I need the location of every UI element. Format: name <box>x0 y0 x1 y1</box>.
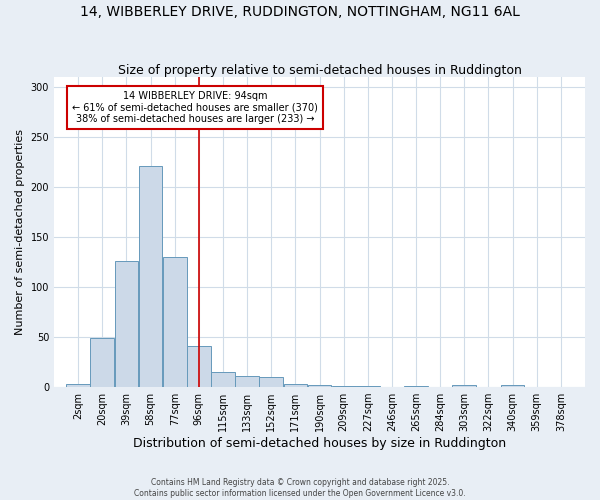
Bar <box>211 372 235 387</box>
Bar <box>187 346 211 387</box>
Y-axis label: Number of semi-detached properties: Number of semi-detached properties <box>15 129 25 335</box>
Bar <box>91 338 114 387</box>
Bar <box>404 386 428 387</box>
Bar <box>501 385 524 387</box>
Bar <box>66 384 90 387</box>
Bar <box>115 261 139 387</box>
X-axis label: Distribution of semi-detached houses by size in Ruddington: Distribution of semi-detached houses by … <box>133 437 506 450</box>
Bar <box>308 385 331 387</box>
Text: Contains HM Land Registry data © Crown copyright and database right 2025.
Contai: Contains HM Land Registry data © Crown c… <box>134 478 466 498</box>
Text: 14, WIBBERLEY DRIVE, RUDDINGTON, NOTTINGHAM, NG11 6AL: 14, WIBBERLEY DRIVE, RUDDINGTON, NOTTING… <box>80 5 520 19</box>
Bar <box>163 257 187 387</box>
Text: 14 WIBBERLEY DRIVE: 94sqm
← 61% of semi-detached houses are smaller (370)
38% of: 14 WIBBERLEY DRIVE: 94sqm ← 61% of semi-… <box>72 91 318 124</box>
Bar <box>235 376 259 387</box>
Title: Size of property relative to semi-detached houses in Ruddington: Size of property relative to semi-detach… <box>118 64 521 77</box>
Bar <box>332 386 356 387</box>
Bar <box>356 386 380 387</box>
Bar <box>259 377 283 387</box>
Bar <box>139 166 163 387</box>
Bar <box>284 384 307 387</box>
Bar <box>452 385 476 387</box>
